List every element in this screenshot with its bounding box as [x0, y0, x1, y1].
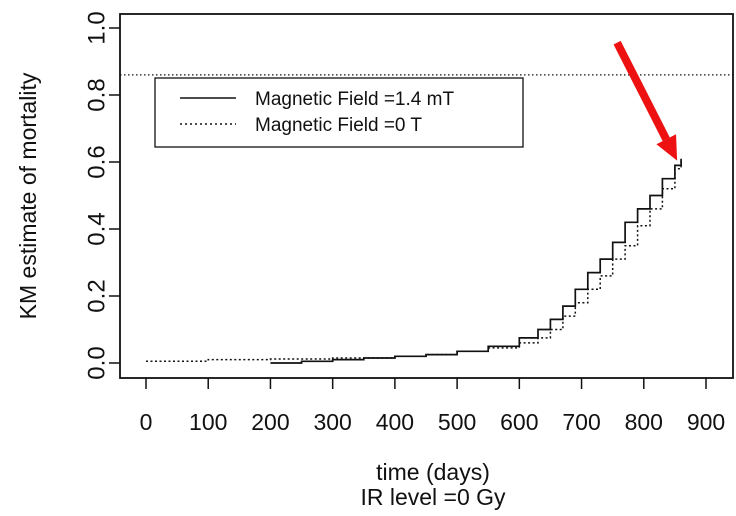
y-tick-label: 0.6	[84, 145, 111, 178]
axis-ticks: 0.0 0.2 0.4 0.6 0.8 1.0 0 100 200 300 400 500 600 700…	[84, 11, 726, 435]
legend: Magnetic Field =1.4 mT Magnetic Field =0…	[154, 77, 524, 148]
series-group	[146, 158, 682, 364]
plot-frame	[119, 13, 734, 379]
series-line-1	[270, 158, 682, 364]
y-tick-label: 1.0	[84, 11, 111, 44]
x-tick-label: 500	[438, 409, 476, 435]
legend-label-2: Magnetic Field =0 T	[255, 115, 422, 136]
x-tick-label: 300	[313, 409, 351, 435]
x-tick-label: 400	[376, 409, 414, 435]
y-tick-label: 0.0	[84, 346, 111, 379]
legend-label-1: Magnetic Field =1.4 mT	[255, 89, 454, 110]
legend-box	[154, 77, 524, 148]
arrow-shaft	[613, 40, 670, 142]
x-tick-label: 200	[251, 409, 289, 435]
y-tick-label: 0.2	[84, 279, 111, 312]
y-tick-label: 0.4	[84, 212, 111, 245]
y-tick-label: 0.8	[84, 78, 111, 111]
x-tick-label: 600	[500, 409, 538, 435]
annotation-arrow	[613, 40, 678, 161]
x-tick-label: 700	[562, 409, 600, 435]
x-axis-title: time (days)	[376, 459, 490, 485]
arrow-head	[656, 134, 678, 161]
y-axis-title: KM estimate of mortality	[15, 72, 41, 319]
x-tick-label: 800	[625, 409, 663, 435]
series-line-2	[146, 158, 682, 363]
x-axis-subtitle: IR level =0 Gy	[360, 484, 506, 510]
x-tick-label: 0	[140, 409, 153, 435]
x-tick-label: 100	[189, 409, 227, 435]
x-tick-label: 900	[687, 409, 725, 435]
